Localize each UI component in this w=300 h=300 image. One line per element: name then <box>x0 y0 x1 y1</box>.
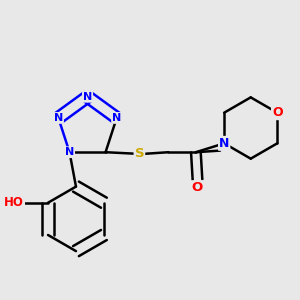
Text: N: N <box>54 113 63 123</box>
Text: N: N <box>65 147 74 157</box>
Text: N: N <box>112 113 121 123</box>
Text: S: S <box>135 147 144 160</box>
Text: O: O <box>272 106 283 119</box>
Text: N: N <box>219 137 230 150</box>
Text: HO: HO <box>4 196 24 209</box>
Text: O: O <box>192 181 203 194</box>
Text: N: N <box>83 92 92 102</box>
